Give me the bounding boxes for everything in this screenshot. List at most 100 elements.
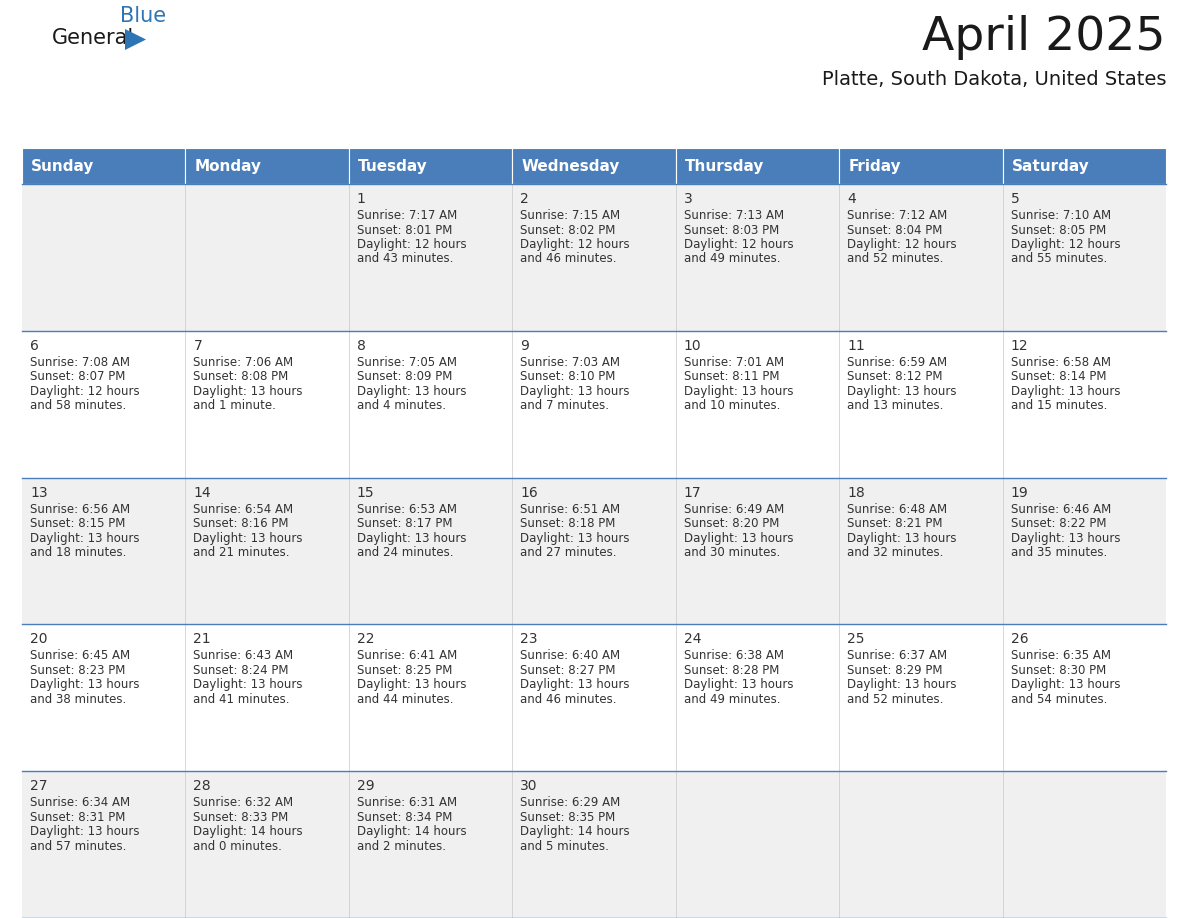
Text: Monday: Monday <box>195 159 261 174</box>
Text: Sunset: 8:10 PM: Sunset: 8:10 PM <box>520 370 615 384</box>
Text: Sunrise: 7:06 AM: Sunrise: 7:06 AM <box>194 356 293 369</box>
Bar <box>185 148 349 184</box>
Text: Sunset: 8:15 PM: Sunset: 8:15 PM <box>30 517 126 530</box>
Text: Daylight: 14 hours: Daylight: 14 hours <box>520 825 630 838</box>
Text: Daylight: 13 hours: Daylight: 13 hours <box>847 532 956 544</box>
Text: 5: 5 <box>1011 192 1019 206</box>
Bar <box>676 477 839 624</box>
Text: Daylight: 13 hours: Daylight: 13 hours <box>520 385 630 397</box>
Text: Sunset: 8:21 PM: Sunset: 8:21 PM <box>847 517 942 530</box>
Text: Sunrise: 6:29 AM: Sunrise: 6:29 AM <box>520 796 620 809</box>
Text: and 30 minutes.: and 30 minutes. <box>684 546 781 559</box>
Text: Sunset: 8:22 PM: Sunset: 8:22 PM <box>1011 517 1106 530</box>
Bar <box>23 477 185 624</box>
Text: 7: 7 <box>194 339 202 353</box>
Text: Saturday: Saturday <box>1011 159 1089 174</box>
Bar <box>349 477 512 624</box>
Bar <box>185 184 349 330</box>
Text: Sunset: 8:14 PM: Sunset: 8:14 PM <box>1011 370 1106 384</box>
Bar <box>676 624 839 771</box>
Text: Sunset: 8:09 PM: Sunset: 8:09 PM <box>356 370 453 384</box>
Text: Sunrise: 6:45 AM: Sunrise: 6:45 AM <box>30 649 131 663</box>
Bar <box>839 330 1003 477</box>
Text: Sunrise: 6:31 AM: Sunrise: 6:31 AM <box>356 796 457 809</box>
Bar <box>676 771 839 918</box>
Text: Daylight: 13 hours: Daylight: 13 hours <box>30 678 139 691</box>
Text: Sunrise: 6:56 AM: Sunrise: 6:56 AM <box>30 502 131 516</box>
Text: 4: 4 <box>847 192 855 206</box>
Bar <box>1003 624 1165 771</box>
Text: 25: 25 <box>847 633 865 646</box>
Text: Daylight: 13 hours: Daylight: 13 hours <box>356 678 467 691</box>
Text: 18: 18 <box>847 486 865 499</box>
Bar <box>512 330 676 477</box>
Text: Sunset: 8:33 PM: Sunset: 8:33 PM <box>194 811 289 823</box>
Text: Sunset: 8:28 PM: Sunset: 8:28 PM <box>684 664 779 677</box>
Bar <box>1003 771 1165 918</box>
Text: Sunrise: 6:34 AM: Sunrise: 6:34 AM <box>30 796 131 809</box>
Bar <box>676 148 839 184</box>
Text: Daylight: 12 hours: Daylight: 12 hours <box>520 238 630 251</box>
Text: Daylight: 13 hours: Daylight: 13 hours <box>30 532 139 544</box>
Text: Sunrise: 6:43 AM: Sunrise: 6:43 AM <box>194 649 293 663</box>
Text: Sunset: 8:01 PM: Sunset: 8:01 PM <box>356 223 453 237</box>
Text: and 13 minutes.: and 13 minutes. <box>847 399 943 412</box>
Text: and 58 minutes.: and 58 minutes. <box>30 399 126 412</box>
Text: 20: 20 <box>30 633 48 646</box>
Bar <box>349 330 512 477</box>
Text: Daylight: 13 hours: Daylight: 13 hours <box>194 532 303 544</box>
Text: Daylight: 12 hours: Daylight: 12 hours <box>684 238 794 251</box>
Text: and 43 minutes.: and 43 minutes. <box>356 252 454 265</box>
Text: Sunset: 8:24 PM: Sunset: 8:24 PM <box>194 664 289 677</box>
Text: Sunset: 8:03 PM: Sunset: 8:03 PM <box>684 223 779 237</box>
Text: Sunset: 8:35 PM: Sunset: 8:35 PM <box>520 811 615 823</box>
Text: Sunrise: 6:51 AM: Sunrise: 6:51 AM <box>520 502 620 516</box>
Text: Sunset: 8:29 PM: Sunset: 8:29 PM <box>847 664 942 677</box>
Text: Sunrise: 7:12 AM: Sunrise: 7:12 AM <box>847 209 947 222</box>
Text: Sunset: 8:20 PM: Sunset: 8:20 PM <box>684 517 779 530</box>
Text: and 1 minute.: and 1 minute. <box>194 399 277 412</box>
Text: and 44 minutes.: and 44 minutes. <box>356 693 454 706</box>
Bar <box>839 771 1003 918</box>
Text: General: General <box>52 28 134 48</box>
Text: Sunset: 8:08 PM: Sunset: 8:08 PM <box>194 370 289 384</box>
Text: Sunrise: 7:10 AM: Sunrise: 7:10 AM <box>1011 209 1111 222</box>
Text: Sunset: 8:17 PM: Sunset: 8:17 PM <box>356 517 453 530</box>
Text: Sunset: 8:23 PM: Sunset: 8:23 PM <box>30 664 126 677</box>
Bar <box>185 771 349 918</box>
Text: Sunrise: 6:49 AM: Sunrise: 6:49 AM <box>684 502 784 516</box>
Text: Sunrise: 6:58 AM: Sunrise: 6:58 AM <box>1011 356 1111 369</box>
Text: Friday: Friday <box>848 159 901 174</box>
Text: Sunrise: 6:54 AM: Sunrise: 6:54 AM <box>194 502 293 516</box>
Text: Sunrise: 6:32 AM: Sunrise: 6:32 AM <box>194 796 293 809</box>
Text: Sunset: 8:11 PM: Sunset: 8:11 PM <box>684 370 779 384</box>
Text: Sunrise: 6:48 AM: Sunrise: 6:48 AM <box>847 502 947 516</box>
Text: Sunrise: 7:01 AM: Sunrise: 7:01 AM <box>684 356 784 369</box>
Text: and 52 minutes.: and 52 minutes. <box>847 252 943 265</box>
Text: Sunrise: 6:53 AM: Sunrise: 6:53 AM <box>356 502 457 516</box>
Text: Sunrise: 7:17 AM: Sunrise: 7:17 AM <box>356 209 457 222</box>
Bar <box>23 771 185 918</box>
Bar <box>23 148 185 184</box>
Bar <box>512 771 676 918</box>
Bar <box>349 771 512 918</box>
Bar <box>23 624 185 771</box>
Text: and 35 minutes.: and 35 minutes. <box>1011 546 1107 559</box>
Text: Sunset: 8:27 PM: Sunset: 8:27 PM <box>520 664 615 677</box>
Text: 11: 11 <box>847 339 865 353</box>
Text: Sunrise: 6:40 AM: Sunrise: 6:40 AM <box>520 649 620 663</box>
Text: Sunrise: 6:59 AM: Sunrise: 6:59 AM <box>847 356 947 369</box>
Text: 8: 8 <box>356 339 366 353</box>
Text: and 49 minutes.: and 49 minutes. <box>684 252 781 265</box>
Text: Daylight: 13 hours: Daylight: 13 hours <box>847 678 956 691</box>
Text: 10: 10 <box>684 339 701 353</box>
Bar <box>1003 184 1165 330</box>
Bar <box>1003 330 1165 477</box>
Text: 2: 2 <box>520 192 529 206</box>
Text: and 41 minutes.: and 41 minutes. <box>194 693 290 706</box>
Text: and 4 minutes.: and 4 minutes. <box>356 399 446 412</box>
Text: Sunset: 8:25 PM: Sunset: 8:25 PM <box>356 664 453 677</box>
Text: April 2025: April 2025 <box>923 15 1165 60</box>
Text: Sunrise: 7:03 AM: Sunrise: 7:03 AM <box>520 356 620 369</box>
Text: Daylight: 13 hours: Daylight: 13 hours <box>847 385 956 397</box>
